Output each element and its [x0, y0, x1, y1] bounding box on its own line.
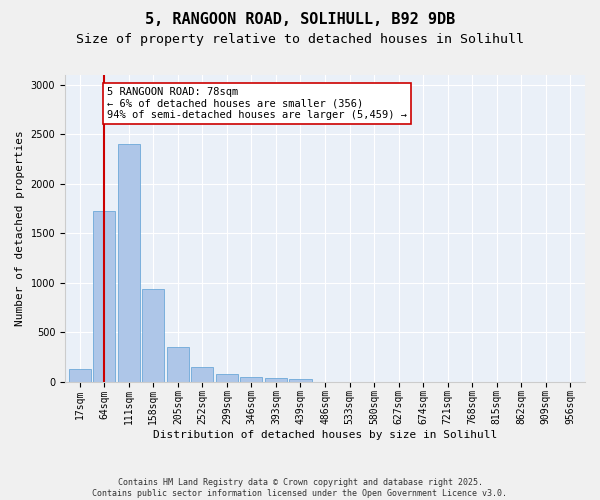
Text: 5, RANGOON ROAD, SOLIHULL, B92 9DB: 5, RANGOON ROAD, SOLIHULL, B92 9DB	[145, 12, 455, 28]
Bar	[69, 368, 91, 382]
Text: Size of property relative to detached houses in Solihull: Size of property relative to detached ho…	[76, 32, 524, 46]
Bar	[216, 374, 238, 382]
Bar	[142, 288, 164, 382]
Text: Contains HM Land Registry data © Crown copyright and database right 2025.
Contai: Contains HM Land Registry data © Crown c…	[92, 478, 508, 498]
Bar	[167, 347, 189, 382]
Bar	[191, 367, 214, 382]
X-axis label: Distribution of detached houses by size in Solihull: Distribution of detached houses by size …	[153, 430, 497, 440]
Bar	[118, 144, 140, 382]
Text: 5 RANGOON ROAD: 78sqm
← 6% of detached houses are smaller (356)
94% of semi-deta: 5 RANGOON ROAD: 78sqm ← 6% of detached h…	[107, 87, 407, 120]
Bar	[289, 379, 311, 382]
Bar	[93, 212, 115, 382]
Bar	[241, 376, 262, 382]
Bar	[265, 378, 287, 382]
Y-axis label: Number of detached properties: Number of detached properties	[15, 130, 25, 326]
